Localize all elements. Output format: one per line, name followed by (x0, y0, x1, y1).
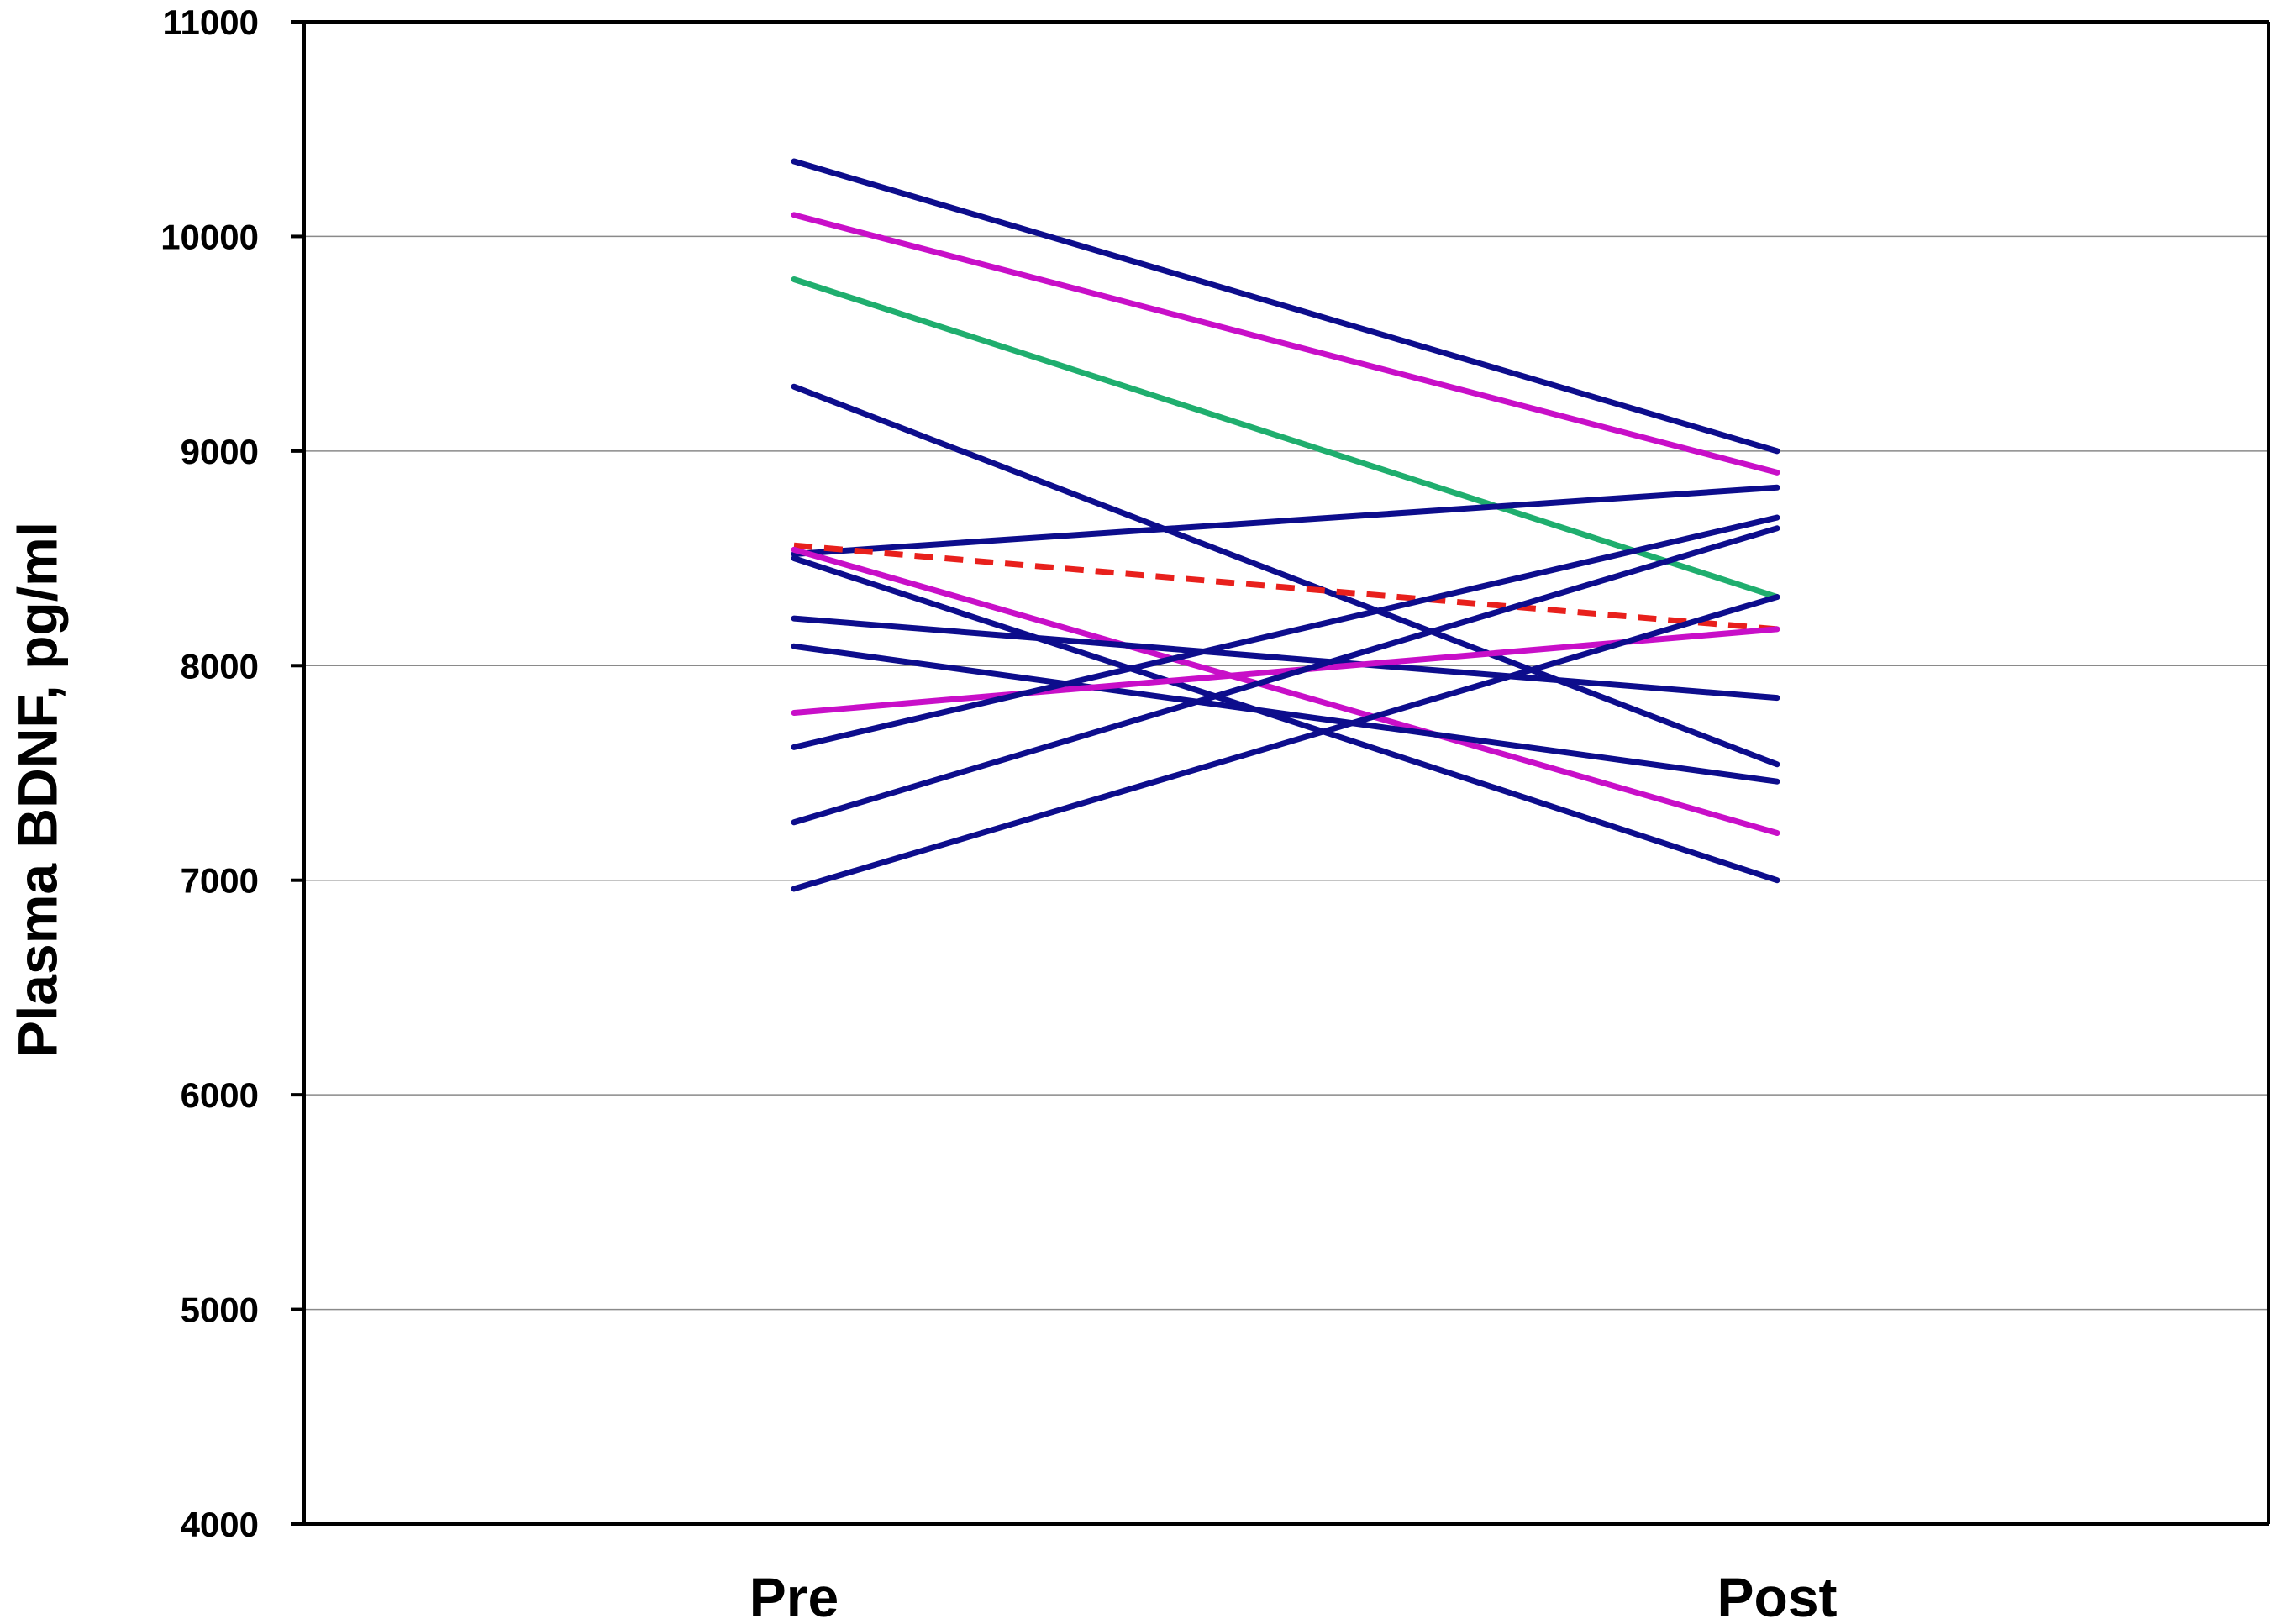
series-lines (791, 158, 1780, 892)
series-line-14 (791, 594, 1780, 892)
y-tick-label: 10000 (160, 217, 259, 256)
series-line-10 (791, 643, 1780, 785)
series-line-2 (791, 212, 1780, 476)
y-tick-label: 11000 (163, 3, 259, 42)
y-tick-label: 4000 (181, 1505, 259, 1544)
series-line-7 (791, 546, 1780, 837)
axes (302, 20, 2270, 1526)
y-tick-label: 9000 (181, 432, 259, 471)
series-line-5 (791, 484, 1780, 557)
y-tick-label: 7000 (181, 861, 259, 901)
y-tick-label: 6000 (181, 1075, 259, 1115)
gridlines (304, 235, 2269, 1311)
series-line-3 (791, 276, 1780, 601)
series-line-12 (791, 514, 1780, 750)
y-tick-labels: 4000 5000 6000 7000 8000 9000 10000 11000 (160, 3, 304, 1544)
series-line-4 (791, 383, 1780, 768)
x-category-label: Post (1717, 1566, 1837, 1624)
series-line-8 (791, 555, 1780, 884)
x-category-label: Pre (749, 1566, 839, 1624)
y-tick-label: 8000 (181, 646, 259, 686)
y-tick-label: 5000 (181, 1290, 259, 1330)
series-line-13 (791, 525, 1780, 826)
series-line-9 (791, 615, 1780, 702)
series-line-1 (791, 158, 1780, 455)
series-line-6 (793, 542, 1778, 633)
x-category-labels: Pre Post (749, 1566, 1838, 1624)
y-axis-title: Plasma BDNF, pg/ml (6, 522, 68, 1058)
